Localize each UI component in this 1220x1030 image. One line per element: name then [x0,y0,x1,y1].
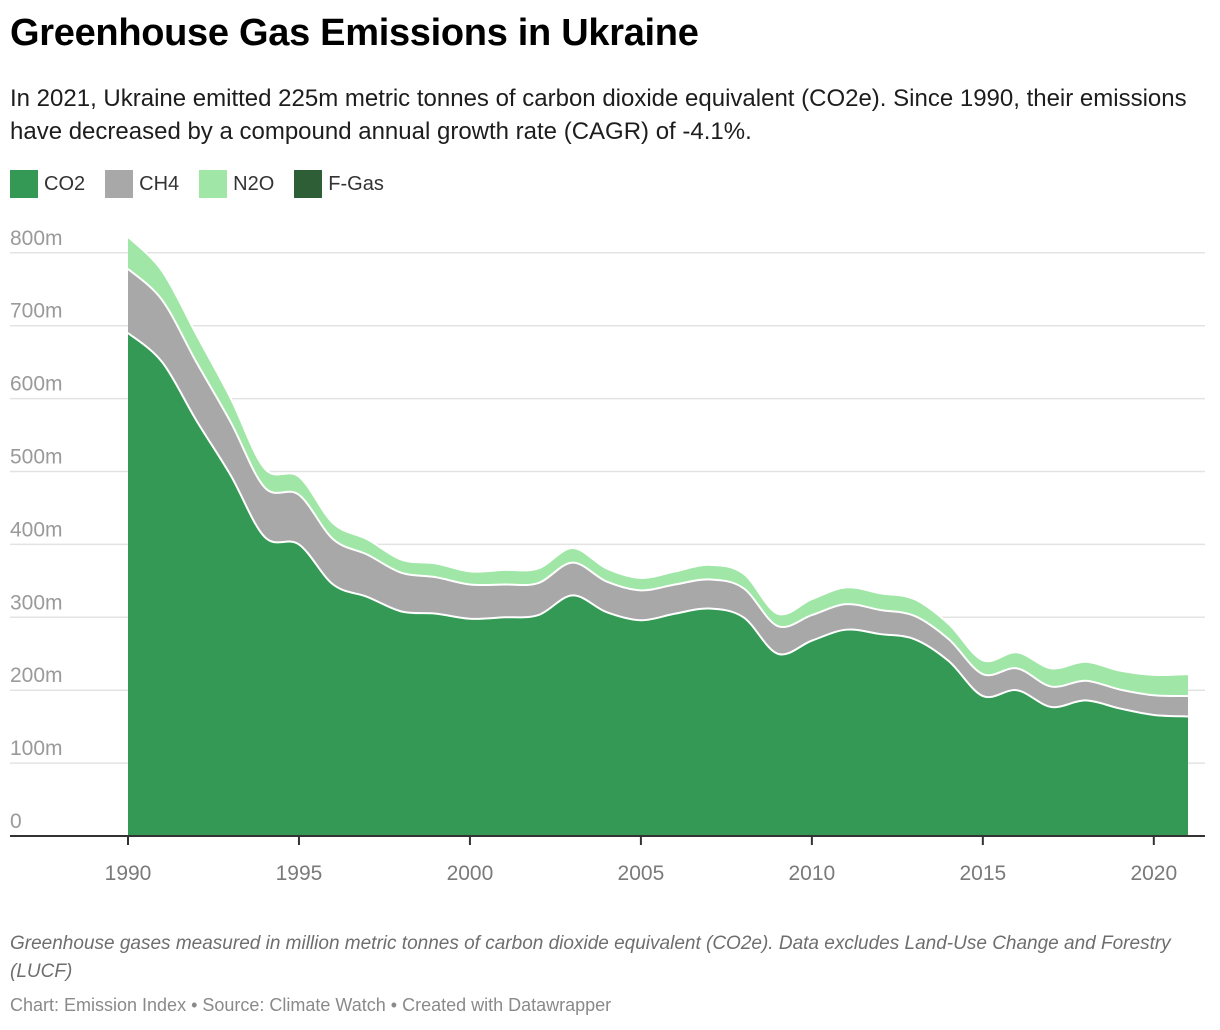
legend-label-n2o: N2O [233,172,275,195]
x-tick-label: 2010 [789,862,836,885]
y-tick-label: 800m [10,227,63,250]
x-tick-label: 2005 [618,862,665,885]
axes: 0 100m 200m 300m 400m 500m 600m 700m 800m 1990 199… [10,227,1205,885]
y-tick-label: 200m [10,664,63,687]
chart-footnote: Greenhouse gases measured in million met… [10,933,1171,982]
chart-credits: Chart: Emission Index • Source: Climate … [10,995,612,1015]
legend-item-ch4: CH4 [105,170,179,198]
y-tick-label: 400m [10,518,63,541]
legend-swatch-n2o [199,170,228,198]
x-tick-label: 1995 [276,862,323,885]
area-boundary-co2 [127,332,1189,718]
y-tick-label: 600m [10,373,63,396]
legend-item-n2o: N2O [199,170,274,198]
x-tick-label: 2020 [1130,862,1177,885]
legend-label-ch4: CH4 [139,172,180,195]
x-tick-label: 1990 [105,862,152,885]
legend-swatch-co2 [10,170,38,198]
legend-item-co2: CO2 [10,170,85,198]
legend-label-co2: CO2 [44,172,86,195]
legend-item-fgas: F-Gas [294,170,384,198]
x-tick-label: 2015 [959,862,1006,885]
chart-subtitle: In 2021, Ukraine emitted 225m metric ton… [10,85,1187,145]
area-series [127,236,1189,837]
y-tick-label: 500m [10,446,63,469]
y-tick-label: 700m [10,300,63,323]
chart-title: Greenhouse Gas Emissions in Ukraine [10,12,699,54]
stacked-area-chart: 0 100m 200m 300m 400m 500m 600m 700m 800m 1990 199… [10,227,1205,885]
legend-swatch-ch4 [105,170,134,198]
legend: CO2 CH4 N2O F-Gas [10,170,404,198]
area-boundary-n2o [127,236,1189,677]
y-tick-label: 0 [10,810,22,833]
legend-label-fgas: F-Gas [328,172,384,195]
y-tick-label: 100m [10,737,63,760]
area-co2 [128,332,1188,836]
legend-swatch-fgas [294,170,323,198]
y-tick-label: 300m [10,591,63,614]
area-boundary-ch4 [127,268,1189,698]
x-tick-label: 2000 [447,862,494,885]
